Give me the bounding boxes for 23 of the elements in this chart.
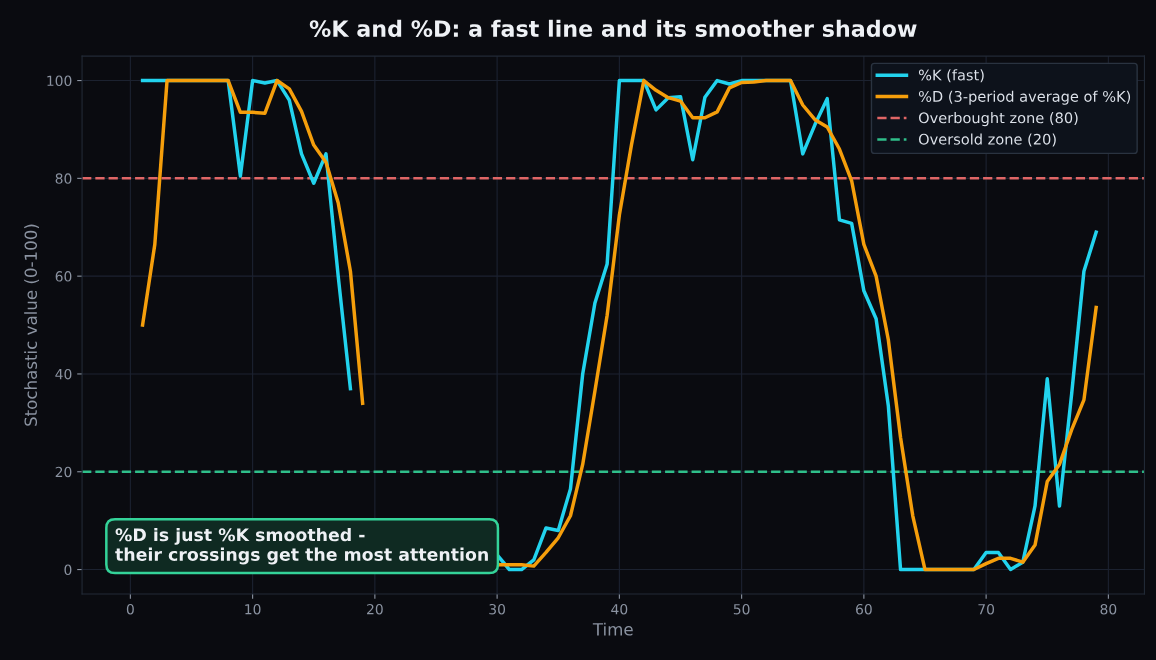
legend-label: %D (3-period average of %K) <box>918 90 1131 105</box>
x-tick-label: 80 <box>1100 603 1117 615</box>
y-axis-title: Stochastic value (0-100) <box>24 224 40 426</box>
y-tick-label: 0 <box>64 564 72 576</box>
x-tick-label: 30 <box>489 603 506 615</box>
x-tick-label: 40 <box>611 603 628 615</box>
x-axis-title: Time <box>592 622 633 636</box>
legend-label: Oversold zone (20) <box>918 133 1056 147</box>
legend-label: Overbought zone (80) <box>918 112 1078 127</box>
x-tick-label: 10 <box>245 603 261 615</box>
x-tick-label: 20 <box>367 603 383 615</box>
x-tick-label: 70 <box>978 603 995 615</box>
y-tick-label: 80 <box>55 173 72 184</box>
annotation: %D is just %K smoothed - their crossings get the most attention <box>115 527 488 565</box>
chart-title: %K and %D: a fast line and its smoother shadow <box>309 19 917 37</box>
x-tick-label: 50 <box>733 603 750 615</box>
y-tick-label: 100 <box>47 75 72 87</box>
y-tick-label: 40 <box>55 368 72 380</box>
x-tick-label: 0 <box>126 603 134 615</box>
y-tick-label: 60 <box>55 271 72 282</box>
x-tick-label: 60 <box>856 603 872 615</box>
y-tick-label: 20 <box>55 466 72 478</box>
legend-label: %K (fast) <box>918 69 984 83</box>
